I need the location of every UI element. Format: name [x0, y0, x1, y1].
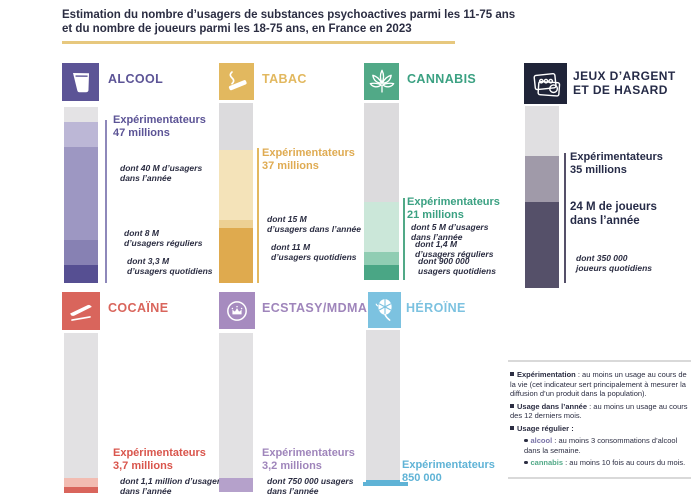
- experimenters-label-ecstasy: Expérimentateurs 3,2 millions: [262, 447, 355, 472]
- legend-term: Usage dans l’année: [517, 401, 588, 411]
- bar-segment: [219, 478, 253, 492]
- bar-segment: [525, 106, 559, 156]
- note-year-ecstasy: dont 750 000 usagers dans l’année: [267, 476, 354, 496]
- note-daily-alcool: dont 3,3 M d’usagers quotidiens: [127, 256, 213, 276]
- alcohol-glass-icon: [62, 63, 99, 101]
- razor-blade-icon: [62, 292, 100, 330]
- bar-segment: [364, 103, 399, 202]
- legend-text: : au moins un usage au cours des 12 dern…: [510, 401, 688, 421]
- note-daily-jeux: dont 350 000 joueurs quotidiens: [576, 253, 653, 273]
- bar-segment: [525, 202, 559, 288]
- axis-line-tabac: [257, 148, 259, 283]
- stacked-bar-jeux: [525, 106, 559, 288]
- bar-segment: [64, 107, 98, 122]
- note-regular-alcool: dont 8 M d’usagers réguliers: [124, 228, 203, 248]
- bar-segment: [64, 478, 98, 487]
- legend-term: Usage régulier :: [517, 423, 574, 433]
- legend-item-usage-annee: Usage dans l’année : au moins un usage a…: [510, 402, 689, 421]
- bar-segment: [219, 150, 253, 220]
- note-year-tabac: dont 15 M d’usagers dans l’année: [267, 214, 362, 234]
- legend-item-experimentation: Expérimentation : au moins un usage au c…: [510, 370, 689, 399]
- bar-segment: [64, 147, 98, 240]
- experimenters-label-cannabis: Expérimentateurs 21 millions: [407, 196, 500, 221]
- experimenters-label-jeux: Expérimentateurs 35 millions: [570, 151, 663, 176]
- panel-title-heroine: HÉROÏNE: [406, 301, 466, 315]
- dot-bullet-icon: [524, 438, 528, 442]
- stacked-bar-cocaine: [64, 333, 98, 493]
- legend-text: : au moins un usage au cours de la vie (…: [510, 370, 687, 398]
- lottery-tickets-icon: [524, 63, 567, 104]
- players-year-label-jeux: 24 M de joueurs dans l’année: [570, 201, 657, 227]
- note-regular-cannabis: dont 1,4 M d’usagers réguliers: [415, 239, 494, 259]
- panel-title-jeux: JEUX D’ARGENT ET DE HASARD: [573, 69, 676, 97]
- bar-segment: [64, 487, 98, 493]
- panel-title-alcool: ALCOOL: [108, 72, 164, 86]
- legend-item-usage-regulier: Usage régulier :: [510, 424, 689, 434]
- stacked-bar-ecstasy: [219, 333, 253, 492]
- bar-segment: [219, 220, 253, 228]
- note-year-cocaine: dont 1,1 million d’usagers dans l’année: [120, 476, 225, 496]
- pill-icon: [219, 292, 255, 329]
- cigarette-icon: [219, 63, 254, 100]
- note-year-cannabis: dont 5 M d’usagers dans l’année: [411, 222, 489, 242]
- experimenters-label-heroine: Expérimentateurs 850 000: [402, 459, 495, 484]
- stacked-bar-heroine: [366, 330, 400, 483]
- page-title: Estimation du nombre d’usagers de substa…: [62, 9, 516, 35]
- axis-line-heroine: [363, 482, 408, 486]
- cannabis-leaf-icon: [364, 63, 399, 100]
- bar-segment: [64, 265, 98, 283]
- legend-term-cannabis: cannabis: [530, 458, 564, 467]
- note-year-alcool: dont 40 M d’usagers dans l’année: [120, 163, 203, 183]
- title-underline-decoration: [62, 41, 455, 44]
- bar-segment: [364, 202, 399, 252]
- panel-title-cannabis: CANNABIS: [407, 72, 477, 86]
- experimenters-label-cocaine: Expérimentateurs 3,7 millions: [113, 447, 206, 472]
- bar-segment: [219, 228, 253, 283]
- legend-subitem-cannabis: cannabis : au moins 10 fois au cours du …: [510, 458, 689, 468]
- bar-segment: [64, 122, 98, 147]
- legend-text: : au moins 10 fois au cours du mois.: [563, 458, 686, 467]
- bar-segment: [525, 156, 559, 202]
- legend-text: : au moins 3 consommations d’alcool dans…: [524, 436, 678, 455]
- square-bullet-icon: [510, 403, 514, 408]
- legend-term-alcool: alcool: [530, 436, 553, 445]
- panel-title-tabac: TABAC: [262, 72, 307, 86]
- legend-box: Expérimentation : au moins un usage au c…: [508, 360, 691, 479]
- bar-segment: [366, 480, 400, 483]
- dot-bullet-icon: [524, 460, 528, 464]
- bar-segment: [64, 240, 98, 265]
- note-daily-cannabis: dont 900 000 usagers quotidiens: [418, 256, 496, 276]
- square-bullet-icon: [510, 425, 514, 430]
- bar-segment: [364, 265, 399, 280]
- panel-title-cocaine: COCAÏNE: [108, 301, 169, 315]
- panel-title-ecstasy: ECSTASY/MDMA: [262, 301, 368, 315]
- legend-term: Expérimentation: [517, 370, 576, 379]
- axis-line-jeux: [564, 153, 566, 283]
- bar-segment: [366, 330, 400, 480]
- stacked-bar-tabac: [219, 103, 253, 283]
- bar-segment: [364, 252, 399, 265]
- bar-segment: [219, 333, 253, 478]
- square-bullet-icon: [510, 372, 514, 376]
- experimenters-label-alcool: Expérimentateurs 47 millions: [113, 114, 206, 139]
- experimenters-label-tabac: Expérimentateurs 37 millions: [262, 147, 355, 172]
- axis-line-alcool: [105, 120, 107, 283]
- axis-line-cannabis: [403, 198, 405, 280]
- poppy-pod-icon: [368, 292, 401, 328]
- legend-subitem-alcool: alcool : au moins 3 consommations d’alco…: [510, 436, 689, 455]
- bar-segment: [219, 103, 253, 150]
- stacked-bar-alcool: [64, 107, 98, 283]
- note-daily-tabac: dont 11 M d’usagers quotidiens: [271, 242, 357, 262]
- stacked-bar-cannabis: [364, 103, 399, 280]
- bar-segment: [64, 333, 98, 478]
